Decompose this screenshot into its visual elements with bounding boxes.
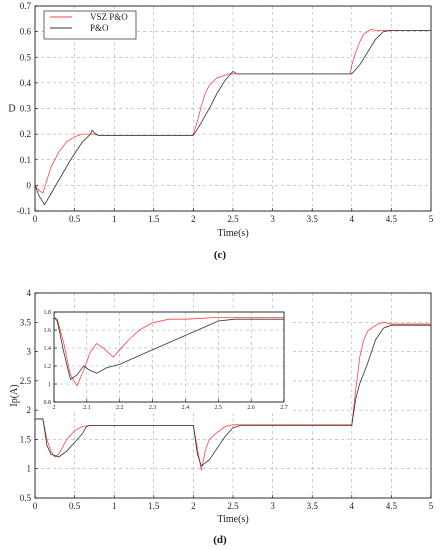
x-tick-label: 2.4 [182, 405, 190, 411]
y-tick-label: 0.4 [20, 78, 32, 88]
series-line-po [35, 29, 431, 206]
x-tick-label: 2.3 [149, 405, 157, 411]
y-axis-label: Ip(A) [9, 384, 20, 406]
caption-d: (d) [213, 534, 227, 546]
legend-label: P&O [90, 23, 109, 33]
x-tick-label: 0 [33, 501, 38, 511]
y-tick-label: 3.5 [20, 317, 32, 327]
x-tick-label: 3.5 [307, 501, 319, 511]
x-tick-label: 2 [191, 214, 196, 224]
y-tick-label: 1.6 [44, 328, 52, 334]
x-tick-label: 3 [270, 214, 275, 224]
x-tick-label: 3 [270, 501, 275, 511]
x-tick-label: 0.5 [69, 501, 81, 511]
y-tick-label: 2.5 [20, 376, 32, 386]
y-tick-label: 0.6 [20, 27, 32, 37]
x-tick-label: 5 [429, 501, 434, 511]
y-axis-label: D [8, 104, 15, 115]
x-tick-label: 2.1 [83, 405, 91, 411]
legend-box [43, 10, 137, 40]
series-line-vsz-po [35, 321, 431, 471]
y-tick-label: 1.5 [20, 434, 32, 444]
y-tick-label: 3 [27, 347, 32, 357]
y-tick-label: 0.5 [20, 493, 32, 503]
y-tick-label: 1 [48, 382, 51, 388]
plot-frame [53, 311, 285, 403]
x-tick-label: 2 [191, 501, 196, 511]
y-tick-label: 1 [27, 464, 32, 474]
y-tick-label: -0.1 [17, 206, 31, 216]
x-tick-label: 0.5 [69, 214, 81, 224]
x-tick-label: 1.5 [148, 501, 160, 511]
x-tick-label: 2 [53, 405, 56, 411]
caption-c: (c) [214, 249, 227, 261]
chart-current: 0 0.5 1 1.5 2 2.5 3 3.5 4 4.5 50.511.522.533.54Tim… [9, 288, 434, 525]
y-tick-label: 0.1 [20, 155, 31, 165]
y-tick-label: 0.3 [20, 104, 32, 114]
x-tick-label: 4.5 [386, 214, 398, 224]
y-tick-label: 1.2 [44, 364, 52, 370]
x-tick-label: 2.5 [227, 214, 239, 224]
x-axis-label: Time(s) [217, 514, 248, 525]
y-tick-label: 0.2 [20, 129, 31, 139]
x-tick-label: 2.2 [116, 405, 124, 411]
x-tick-label: 1.5 [148, 214, 160, 224]
y-tick-label: 1.8 [44, 310, 52, 316]
series-line-po [35, 324, 431, 467]
chart-duty-cycle: 0 0.5 1 1.5 2 2.5 3 3.5 4 4.5 5-0.100.10.20.30.40.… [8, 1, 433, 239]
x-tick-label: 5 [429, 214, 434, 224]
plot-area [54, 312, 284, 402]
y-tick-label: 0.7 [20, 1, 32, 11]
series-line-vsz-po [35, 28, 431, 194]
x-tick-label: 2.5 [227, 501, 239, 511]
x-tick-label: 2.6 [247, 405, 255, 411]
y-tick-label: 0.8 [44, 400, 52, 406]
x-tick-label: 3.5 [307, 214, 319, 224]
y-tick-label: 0 [27, 180, 32, 190]
x-axis-label: Time(s) [217, 228, 248, 239]
series-line-vsz-po [54, 316, 284, 387]
x-tick-label: 1 [112, 501, 117, 511]
y-tick-label: 2 [27, 405, 32, 415]
x-tick-label: 4 [350, 501, 355, 511]
y-tick-label: 0.5 [20, 52, 32, 62]
legend-label: VSZ P&O [90, 12, 128, 22]
x-tick-label: 0 [33, 214, 38, 224]
legend: VSZ P&OP&O [43, 10, 137, 40]
x-tick-label: 1 [112, 214, 117, 224]
x-tick-label: 2.7 [280, 405, 288, 411]
x-tick-label: 2.5 [215, 405, 223, 411]
series-line-po [54, 317, 284, 381]
x-tick-label: 4 [350, 214, 355, 224]
y-tick-label: 4 [27, 288, 32, 298]
inset-chart: 2 2.1 2.2 2.3 2.4 2.5 2.6 2.7 0.8 1 1.2 1.4 1.6 1.8 [40, 309, 290, 413]
y-tick-label: 1.4 [44, 346, 52, 352]
x-tick-label: 4.5 [386, 501, 398, 511]
